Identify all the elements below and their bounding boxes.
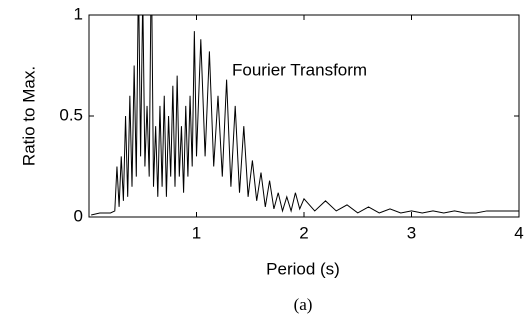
x-tick-label: 1 — [192, 223, 201, 242]
annotation: Fourier Transform — [232, 60, 367, 79]
x-tick-label: 2 — [299, 223, 308, 242]
caption: (a) — [294, 295, 313, 314]
y-axis-label: Ratio to Max. — [19, 66, 38, 166]
y-tick-label: 0.5 — [59, 105, 83, 124]
x-tick-label: 3 — [407, 223, 416, 242]
plot-frame — [88, 14, 520, 218]
data-line — [91, 15, 519, 216]
y-tick-label: 0 — [74, 206, 83, 225]
y-tick-label: 1 — [74, 4, 83, 23]
x-axis-label: Period (s) — [266, 259, 340, 278]
x-tick-label: 4 — [514, 223, 523, 242]
